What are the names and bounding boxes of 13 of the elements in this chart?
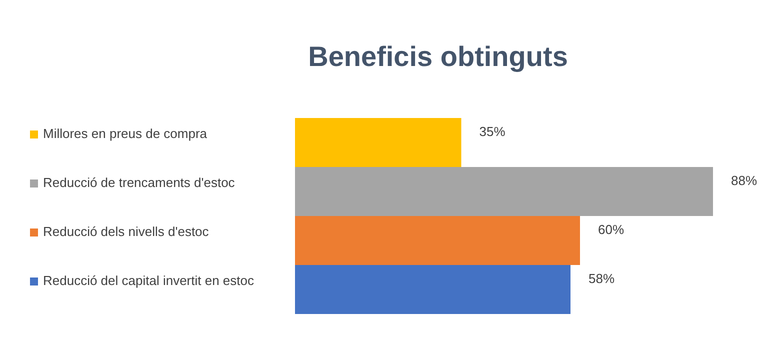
legend-label: Reducció de trencaments d'estoc bbox=[43, 174, 236, 190]
data-label: 35% bbox=[479, 124, 506, 139]
data-label: 58% bbox=[588, 270, 615, 286]
legend-label: Millores en preus de compra bbox=[43, 126, 208, 141]
data-label: 88% bbox=[731, 172, 758, 188]
legend-label: Reducció dels nivells d'estoc bbox=[43, 224, 210, 239]
chart-title: Beneficis obtinguts bbox=[308, 41, 568, 72]
bar bbox=[295, 265, 570, 314]
bar bbox=[295, 118, 462, 167]
legend-label: Reducció del capital invertit en estoc bbox=[43, 272, 254, 288]
data-label: 60% bbox=[598, 222, 624, 237]
bar bbox=[295, 216, 580, 265]
bar bbox=[295, 167, 713, 216]
